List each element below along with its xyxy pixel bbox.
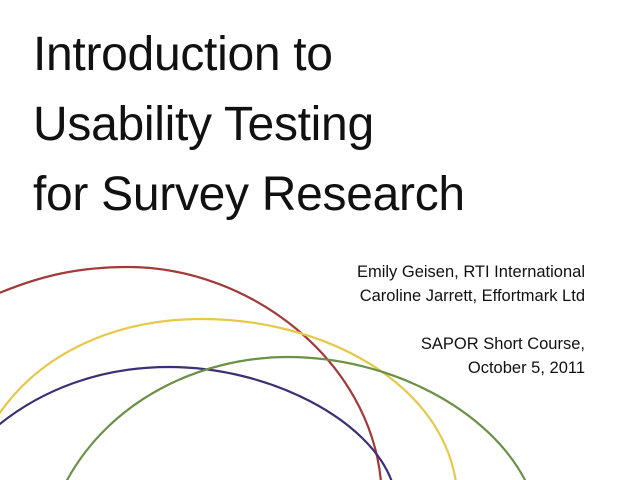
title-line: for Survey Research [33, 168, 465, 221]
yellow-arc [0, 317, 457, 480]
purple-arc [0, 365, 393, 480]
title-line: Usability Testing [33, 98, 374, 151]
event-name: SAPOR Short Course, [420, 335, 585, 353]
green-arc [65, 355, 527, 480]
slide-title: Introduction to Usability Testing for Su… [33, 20, 465, 230]
event-date: October 5, 2011 [467, 359, 585, 377]
title-line: Introduction to [33, 28, 333, 81]
author-line: Caroline Jarrett, Effortmark Ltd [359, 287, 585, 305]
authors: Emily Geisen, RTI International Caroline… [357, 260, 585, 308]
event-info: SAPOR Short Course, October 5, 2011 [421, 332, 585, 380]
author-line: Emily Geisen, RTI International [356, 263, 585, 281]
red-arc [0, 265, 382, 480]
